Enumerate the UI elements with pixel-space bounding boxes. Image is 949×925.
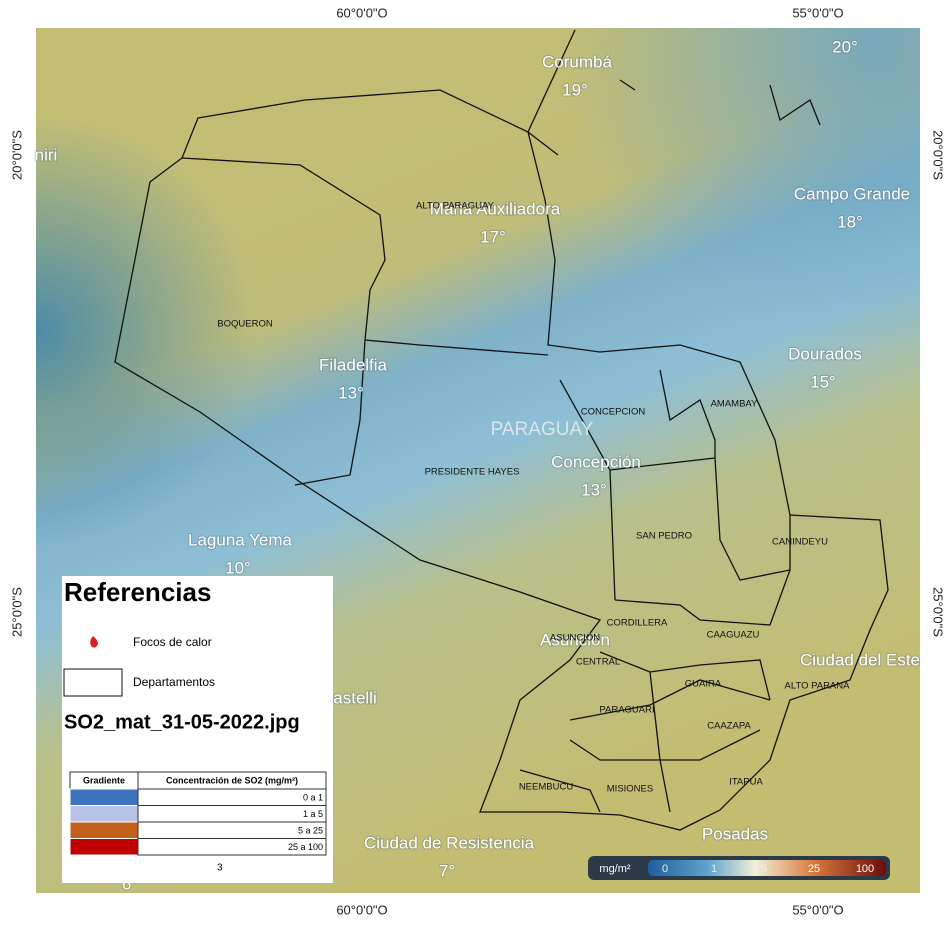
legend-file: SO2_mat_31-05-2022.jpg: [64, 711, 300, 733]
city-temp: 10°: [225, 558, 251, 577]
city-name: Dourados: [788, 344, 862, 363]
city-name: niri: [35, 145, 58, 164]
department-label: BOQUERON: [217, 319, 273, 330]
colorbar: mg/m² 0 1 5 25 100: [588, 856, 890, 880]
city-temp: 20°: [832, 37, 858, 56]
gradient-swatch: [69, 788, 139, 806]
grid-label: 55°0'0"O: [792, 5, 843, 20]
table-header: Concentración de SO2 (mg/m²): [166, 775, 298, 785]
legend-title: Referencias: [64, 577, 211, 607]
table-row: 0 a 1: [303, 792, 323, 802]
grid-label: 20°0'0"S: [9, 130, 24, 180]
legend: Referencias Focos de calor Departamentos…: [62, 576, 333, 883]
department-label: NEEMBUCU: [519, 782, 574, 793]
colorbar-tick: 25: [808, 863, 820, 875]
colorbar-tick: 100: [856, 863, 874, 875]
colorbar-tick: 1: [711, 863, 717, 875]
department-label: SAN PEDRO: [636, 531, 692, 542]
grid-label: 20°0'0"S: [931, 130, 946, 180]
department-label: CORDILLERA: [607, 618, 668, 629]
city-temp: 13°: [338, 383, 364, 402]
legend-swatch: [63, 668, 123, 697]
country-label: PARAGUAY: [491, 419, 594, 440]
colorbar-tick: 0: [662, 863, 668, 875]
legend-item: Departamentos: [133, 675, 215, 689]
legend-footer: 3: [217, 863, 223, 874]
department-label: PARAGUARI: [599, 705, 654, 716]
table-header: Gradiente: [83, 775, 125, 785]
department-label: GUAIRA: [685, 679, 722, 690]
table-cell: [137, 788, 327, 806]
city-temp: 13°: [581, 480, 607, 499]
city-name: Concepción: [551, 452, 641, 471]
grid-label: 55°0'0"O: [792, 902, 843, 917]
department-label: ASUNCION: [550, 633, 600, 644]
city-name: Filadelfia: [319, 355, 388, 374]
department-label: ALTO PARAGUAY: [416, 201, 495, 212]
borders: [114, 29, 889, 831]
table-row: 1 a 5: [303, 809, 323, 819]
city-name: Maria Auxiliadora: [430, 199, 561, 218]
grid-label: 25°0'0"S: [9, 587, 24, 637]
department-label: PRESIDENTE HAYES: [425, 467, 520, 478]
grid-label: 60°0'0"O: [336, 902, 387, 917]
city-name: Laguna Yema: [188, 530, 293, 549]
department-label: CONCEPCION: [581, 407, 646, 418]
department-label: CAAGUAZU: [707, 630, 760, 641]
department-label: CANINDEYU: [772, 537, 828, 548]
grid-label: 60°0'0"O: [336, 5, 387, 20]
city-temp: 19°: [562, 80, 588, 99]
department-label: ITAPUA: [729, 777, 763, 788]
department-label: AMAMBAY: [711, 399, 758, 410]
department-label: MISIONES: [607, 784, 653, 795]
city-temp: 18°: [837, 212, 863, 231]
gradient-swatch: [69, 838, 139, 856]
department-label: CAAZAPA: [707, 721, 751, 732]
table-cell: [137, 805, 327, 823]
department-label: CENTRAL: [576, 657, 620, 668]
legend-item: Focos de calor: [133, 635, 212, 649]
fire-icon: [90, 636, 98, 648]
city-temp: 17°: [480, 227, 506, 246]
colorbar-ramp: [648, 860, 886, 876]
city-name: Corumbá: [542, 52, 612, 71]
city-name: astelli: [333, 688, 376, 707]
grid-label: 25°0'0"S: [931, 587, 946, 637]
department-label: ALTO PARANA: [785, 681, 851, 692]
colorbar-tick: 5: [761, 863, 767, 875]
table-row: 5 a 25: [298, 825, 323, 835]
city-name: Ciudad del Este: [800, 650, 920, 669]
city-temp: 15°: [810, 372, 836, 391]
city-name: Campo Grande: [794, 184, 910, 203]
colorbar-unit: mg/m²: [599, 863, 631, 875]
city-name: Posadas: [702, 824, 768, 843]
table-row: 25 a 100: [288, 842, 323, 852]
city-name: Ciudad de Resistencia: [364, 833, 535, 852]
table-cell: [137, 838, 327, 856]
gradient-swatch: [69, 805, 139, 823]
gradient-swatch: [69, 821, 139, 839]
city-name: Asunción: [540, 630, 610, 649]
city-temp: 7°: [439, 861, 455, 880]
